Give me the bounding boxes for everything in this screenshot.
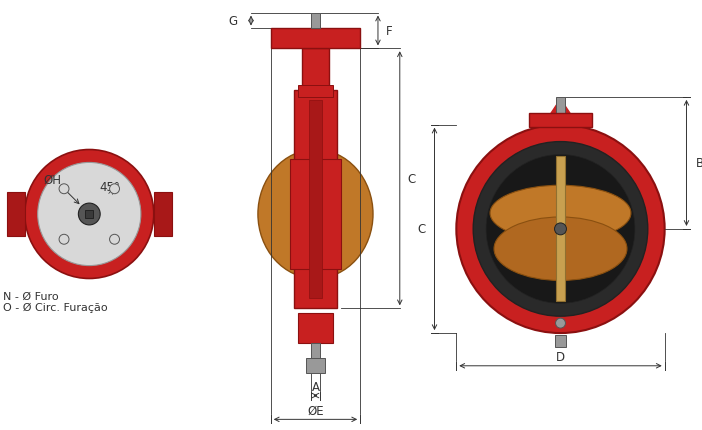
FancyBboxPatch shape — [154, 193, 171, 236]
FancyBboxPatch shape — [271, 29, 360, 49]
Text: ØH: ØH — [44, 174, 62, 187]
Ellipse shape — [490, 186, 631, 241]
Ellipse shape — [25, 150, 154, 279]
Ellipse shape — [473, 142, 648, 316]
Ellipse shape — [258, 150, 373, 279]
Text: C: C — [417, 223, 425, 236]
Ellipse shape — [38, 163, 141, 266]
FancyBboxPatch shape — [529, 114, 592, 127]
Ellipse shape — [59, 184, 69, 194]
FancyBboxPatch shape — [308, 101, 322, 298]
Text: C: C — [408, 172, 416, 185]
FancyBboxPatch shape — [86, 211, 93, 218]
Text: 45°: 45° — [99, 181, 120, 194]
FancyBboxPatch shape — [302, 49, 329, 91]
Text: G: G — [228, 15, 237, 28]
Ellipse shape — [79, 204, 100, 225]
Ellipse shape — [494, 218, 627, 281]
FancyBboxPatch shape — [556, 157, 565, 301]
Text: F: F — [386, 25, 392, 38]
FancyBboxPatch shape — [293, 91, 337, 309]
Ellipse shape — [110, 184, 119, 194]
FancyBboxPatch shape — [305, 358, 326, 373]
FancyBboxPatch shape — [555, 335, 567, 347]
Text: A: A — [312, 380, 319, 393]
FancyBboxPatch shape — [298, 86, 333, 98]
FancyBboxPatch shape — [7, 193, 25, 236]
Ellipse shape — [555, 224, 567, 235]
Text: B: B — [696, 157, 702, 170]
Text: D: D — [556, 350, 565, 363]
Ellipse shape — [486, 155, 635, 304]
FancyBboxPatch shape — [310, 343, 320, 358]
Ellipse shape — [59, 235, 69, 245]
FancyBboxPatch shape — [290, 160, 341, 269]
Ellipse shape — [110, 235, 119, 245]
Ellipse shape — [555, 319, 565, 329]
Text: O - Ø Circ. Furação: O - Ø Circ. Furação — [3, 303, 107, 313]
Text: ØE: ØE — [307, 404, 324, 417]
Text: N - Ø Furo: N - Ø Furo — [3, 291, 58, 301]
FancyBboxPatch shape — [311, 14, 320, 29]
FancyBboxPatch shape — [298, 313, 333, 343]
FancyBboxPatch shape — [555, 98, 565, 126]
Ellipse shape — [456, 126, 665, 333]
Polygon shape — [541, 100, 581, 129]
